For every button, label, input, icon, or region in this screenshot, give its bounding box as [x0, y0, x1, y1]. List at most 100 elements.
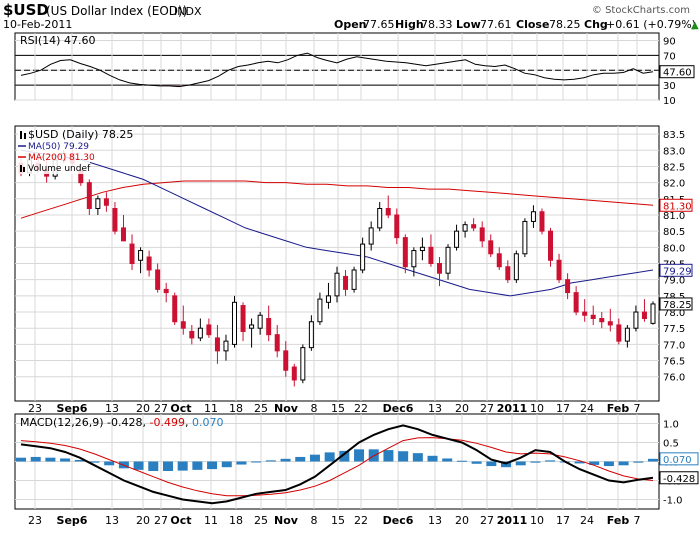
macd-title: MACD(12,26,9) -0.428, -0.499, 0.070 [20, 416, 223, 429]
x-tick-label: 15 [331, 402, 345, 415]
high-value: 78.33 [421, 18, 453, 31]
x-tick-label: 17 [556, 402, 570, 415]
histogram-bar [354, 449, 365, 462]
candle-body [582, 311, 588, 316]
x-tick-label: 11 [204, 514, 218, 527]
hist-value: 0.070 [192, 416, 224, 429]
candle-body [530, 211, 536, 222]
histogram-bar [265, 460, 276, 462]
y-tick-label: 82.5 [663, 162, 685, 173]
candle [232, 295, 238, 348]
histogram-bar [603, 461, 614, 467]
candle [573, 286, 579, 316]
candle [86, 179, 92, 215]
candle-body [317, 298, 323, 323]
last-value-label: 79.29 [663, 266, 692, 277]
candle [539, 208, 545, 235]
last-value-label: 0.070 [663, 455, 692, 466]
candle [454, 224, 460, 251]
last-value-label: 47.60 [663, 68, 692, 79]
candle [343, 269, 349, 296]
candle [513, 250, 519, 283]
histogram-bar [589, 461, 600, 465]
histogram-bar [456, 460, 467, 462]
histogram-bar [633, 461, 644, 463]
candle-body [300, 347, 306, 381]
candle [582, 299, 588, 322]
candle-body [325, 295, 331, 303]
candle [505, 260, 511, 283]
candle [488, 234, 494, 258]
candle-body [377, 208, 383, 229]
candle-body [112, 208, 118, 232]
candle [402, 234, 408, 274]
legend-backdrop [18, 130, 90, 141]
y-tick-label: -1.0 [663, 496, 683, 507]
histogram-bar [89, 461, 100, 463]
x-tick-label: Nov [274, 402, 299, 415]
x-tick-label: 24 [580, 514, 594, 527]
y-tick-label: 81.0 [663, 211, 685, 222]
x-tick-label: Nov [274, 514, 299, 527]
rsi-title: RSI(14) 47.60 [20, 34, 95, 47]
x-tick-label: 15 [331, 514, 345, 527]
candle-body [548, 230, 554, 261]
chg-up-icon: ▲ [691, 20, 699, 31]
histogram-bar [530, 461, 541, 463]
macd-histogram [16, 449, 658, 471]
x-tick-label: Oct [170, 514, 191, 527]
candle [155, 263, 161, 293]
candle [411, 247, 417, 277]
candle [496, 247, 502, 270]
candle [394, 208, 400, 245]
y-tick-label: 0.5 [663, 439, 679, 450]
histogram-bar [471, 461, 482, 464]
legend-entry: Volume undef [18, 163, 91, 174]
x-tick-label: 23 [28, 514, 42, 527]
symbol: $USD [3, 1, 49, 19]
candle-body [283, 350, 289, 371]
histogram-bar [383, 450, 394, 462]
candle [138, 247, 144, 274]
candle [445, 244, 451, 280]
candle [650, 301, 656, 325]
candle [214, 324, 220, 364]
x-tick-label: 25 [254, 402, 268, 415]
candle [633, 305, 639, 332]
y-tick-label: 77.0 [663, 340, 685, 351]
rsi-last-value: 47.60 [659, 65, 695, 79]
histogram-bar [104, 461, 115, 466]
chg-label: Chg [584, 18, 608, 31]
candle [197, 318, 203, 342]
x-tick-label: 11 [204, 402, 218, 415]
legend-label: $USD (Daily) 78.25 [28, 128, 133, 141]
x-tick-label: 25 [254, 514, 268, 527]
candle [368, 221, 374, 251]
last-value-tag: 0.070 [659, 452, 699, 466]
candle [351, 266, 357, 293]
watermark: © StockCharts.com [592, 5, 690, 16]
candle-body [351, 269, 357, 290]
candle [129, 234, 135, 270]
candle-body [590, 314, 596, 320]
price-last-values: 81.30 79.29 78.25 [659, 198, 693, 311]
histogram-bar [177, 461, 188, 471]
legend-backdrop [18, 141, 90, 152]
date-axis-top: 23 Sep6 13 20 27 Oct 11 18 25 Nov 8 15 22 Dec6 13 20 27 2… [28, 402, 641, 415]
x-tick-label: Sep6 [57, 514, 88, 527]
candle-body [189, 330, 195, 339]
last-value-box [659, 198, 693, 212]
legend-entry: MA(50) 79.29 [18, 141, 90, 152]
y-tick-label: 80.0 [663, 243, 685, 254]
y-tick-label: 10 [663, 96, 676, 107]
candle-body [334, 272, 340, 297]
x-tick-label: Sep6 [57, 402, 88, 415]
histogram-bar [442, 458, 453, 462]
last-value-box [659, 263, 693, 277]
last-value-tag: 78.25 [659, 297, 693, 311]
legend-label: MA(50) 79.29 [28, 142, 89, 152]
x-tick-label: 7 [634, 402, 641, 415]
candle [317, 292, 323, 325]
histogram-bar [515, 461, 526, 466]
x-tick-label: Dec6 [383, 514, 414, 527]
